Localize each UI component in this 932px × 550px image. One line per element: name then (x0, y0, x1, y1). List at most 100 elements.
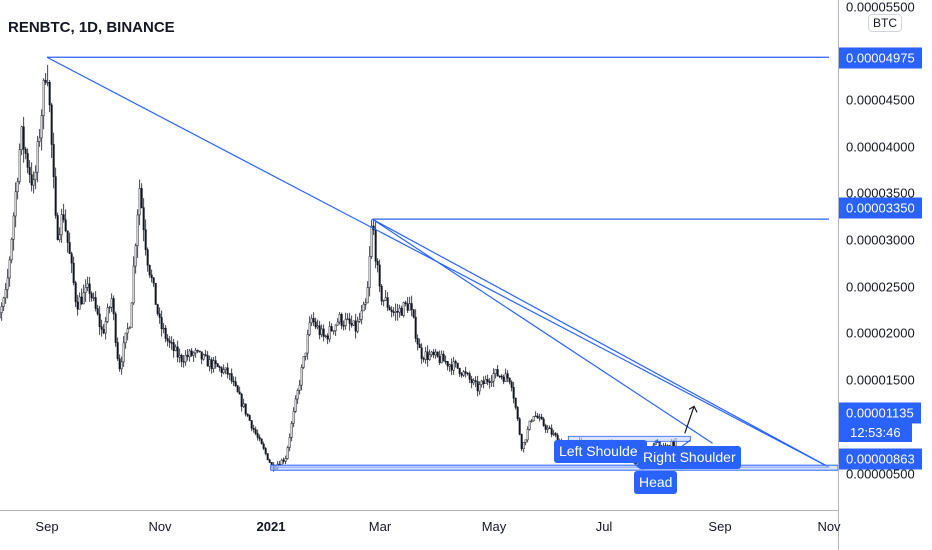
candle-body (70, 253, 73, 264)
candle-body (508, 377, 511, 383)
candle-body (258, 437, 261, 440)
candle-body (40, 115, 43, 139)
candle-body (210, 359, 213, 369)
candle-body (106, 307, 109, 322)
candle-body (12, 215, 15, 240)
candle-body (242, 403, 245, 407)
support-band[interactable] (270, 464, 839, 471)
candle-body (286, 447, 289, 459)
currency-badge[interactable]: BTC (868, 14, 902, 32)
candle-body (194, 350, 197, 354)
candle-body (308, 322, 311, 335)
candle-body (28, 167, 31, 175)
candle-body (142, 207, 145, 230)
x-tick-label: Mar (368, 519, 392, 534)
candle-body (88, 283, 91, 294)
trendline[interactable] (372, 218, 830, 468)
candle-body (156, 304, 159, 315)
candle-body (264, 448, 267, 454)
candle-body (540, 416, 543, 420)
candle-body (380, 286, 383, 302)
candle-body (66, 230, 69, 243)
candle-body (456, 362, 459, 369)
candle-body (368, 256, 371, 288)
x-tick-label: May (481, 519, 507, 534)
candle-body (226, 367, 229, 375)
candle-body (218, 366, 221, 368)
candle-body (166, 338, 169, 342)
candle-body (230, 373, 233, 382)
candle-body (470, 379, 473, 384)
candle-body (176, 346, 179, 358)
candle-body (212, 360, 215, 369)
y-tick-label: 0.00004000 (846, 139, 915, 155)
candle-body (76, 301, 79, 310)
candle-body (390, 309, 393, 313)
candle-body (542, 418, 545, 426)
candle-body (534, 415, 537, 418)
candle-body (112, 298, 115, 315)
price-label-resistance-mid: 0.00003350 (839, 197, 922, 219)
chart-title: RENBTC, 1D, BINANCE (8, 19, 175, 36)
y-tick-label: 0.00001500 (846, 372, 915, 388)
trendline-drawings (46, 56, 839, 471)
candle-body (248, 415, 251, 421)
candle-body (34, 171, 37, 180)
candle-body (370, 225, 373, 257)
trendline[interactable] (372, 218, 713, 444)
candle-body (172, 342, 175, 351)
candle-body (410, 303, 413, 310)
candle-body (182, 361, 185, 363)
candle-body (20, 126, 23, 150)
candle-body (338, 314, 341, 323)
candle-body (432, 351, 435, 356)
candle-body (478, 384, 481, 392)
candle-body (222, 369, 225, 374)
candle-body (82, 292, 85, 305)
candle-body (484, 379, 487, 384)
candle-body (454, 361, 457, 364)
candle-body (374, 229, 377, 262)
candle-body (434, 351, 437, 356)
candle-body (306, 334, 309, 354)
candle-body (474, 380, 477, 382)
candle-body (54, 176, 57, 216)
candle-body (384, 297, 387, 301)
candle-body (144, 229, 147, 250)
candle-body (522, 442, 525, 449)
y-tick-label: 0.00002000 (846, 325, 915, 341)
candle-body (412, 309, 415, 318)
candle-body (340, 314, 343, 326)
candle-body (168, 340, 171, 343)
candle-body (496, 369, 499, 377)
candle-body (86, 283, 89, 288)
candle-body (128, 327, 131, 329)
candle-body (72, 262, 75, 283)
candle-body (288, 437, 291, 448)
candle-body (304, 352, 307, 357)
candle-body (366, 287, 369, 304)
candle-body (214, 360, 217, 364)
candle-body (116, 342, 119, 360)
candle-body (162, 327, 165, 330)
candle-body (500, 375, 503, 378)
candle-body (322, 328, 325, 337)
candle-body (122, 342, 125, 363)
candle-body (18, 149, 21, 182)
candle-body (236, 385, 239, 393)
candle-body (282, 459, 285, 462)
candle-body (532, 416, 535, 422)
candle-body (170, 342, 173, 344)
candle-body (446, 361, 449, 367)
candle-body (480, 380, 483, 385)
bar-countdown: 12:53:46 (839, 423, 912, 442)
candle-body (124, 332, 127, 344)
price-label-current: 0.00001135 (839, 402, 921, 424)
candle-body (382, 299, 385, 302)
candle-body (404, 302, 407, 305)
candle-body (358, 319, 361, 322)
candle-body (254, 429, 257, 434)
candle-body (110, 298, 113, 308)
y-tick-label: 0.00005500 (846, 0, 915, 15)
